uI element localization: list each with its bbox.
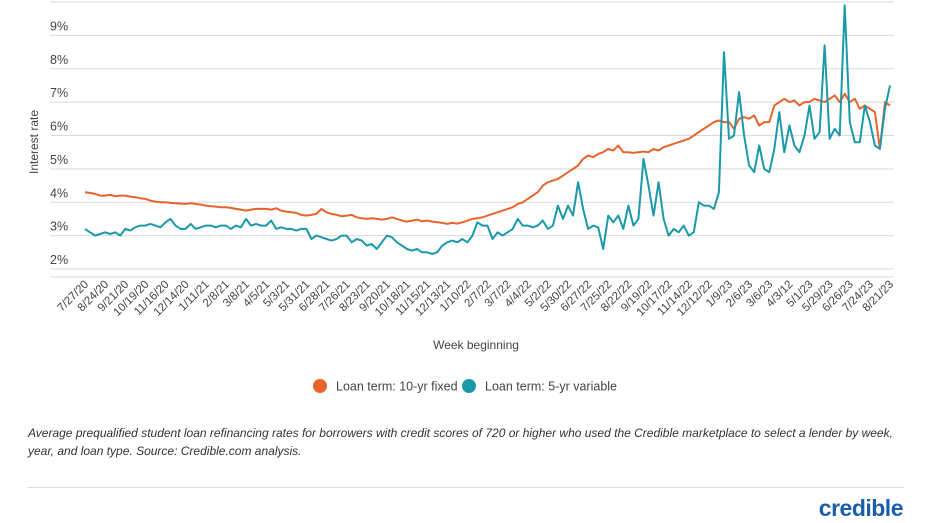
series-line bbox=[84, 4, 891, 255]
y-tick-label: 8% bbox=[50, 53, 68, 67]
y-tick-label: 7% bbox=[50, 86, 68, 100]
y-tick-label: 3% bbox=[50, 220, 68, 234]
separator bbox=[28, 487, 904, 488]
y-tick-label: 2% bbox=[50, 253, 68, 267]
x-axis-title: Week beginning bbox=[433, 338, 519, 352]
legend-swatch bbox=[313, 379, 327, 393]
brand-logo: credible bbox=[818, 495, 904, 521]
y-tick-label: 5% bbox=[50, 153, 68, 167]
y-tick-label: 9% bbox=[50, 19, 68, 33]
y-tick-label: 4% bbox=[50, 186, 68, 200]
chart: Interest rate Week beginning 2% 3% 4% 5% 6% 7… bbox=[27, 1, 896, 394]
legend-label: Loan term: 5-yr variable bbox=[485, 380, 617, 394]
caption: Average prequalified student loan refina… bbox=[28, 426, 893, 458]
y-tick-label: 6% bbox=[50, 120, 68, 134]
series-line bbox=[84, 92, 891, 225]
legend-label: Loan term: 10-yr fixed bbox=[336, 380, 458, 394]
legend-swatch bbox=[462, 379, 476, 393]
y-axis-title: Interest rate bbox=[27, 110, 41, 174]
